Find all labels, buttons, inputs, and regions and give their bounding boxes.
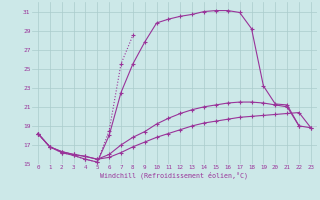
X-axis label: Windchill (Refroidissement éolien,°C): Windchill (Refroidissement éolien,°C)	[100, 172, 248, 179]
